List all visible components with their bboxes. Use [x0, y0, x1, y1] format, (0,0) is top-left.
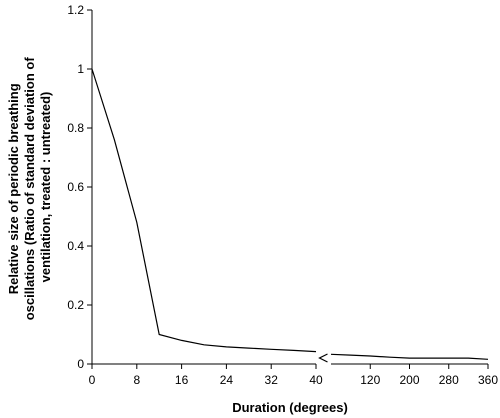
x-tick-label: 32	[265, 373, 279, 387]
x-tick-label: 280	[439, 373, 459, 387]
y-axis: 0 0.2 0.4 0.6 0.8 1 1.2	[67, 3, 93, 371]
series-line-group	[91, 68, 489, 360]
y-tick-label: 1	[77, 62, 84, 76]
x-tick-label: 0	[89, 373, 96, 387]
y-axis-title-line-1: Relative size of periodic breathing	[6, 83, 21, 294]
y-tick-label: 0.8	[67, 121, 84, 135]
y-tick-label: 0	[77, 357, 84, 371]
y-axis-title-line-3: ventilation, treated : untreated)	[38, 92, 53, 283]
x-tick-label: 40	[309, 373, 323, 387]
x-axis-title: Duration (degrees)	[232, 400, 348, 415]
y-tick-label: 0.4	[67, 239, 84, 253]
y-axis-title: Relative size of periodic breathing osci…	[6, 54, 53, 321]
series-line-segment-2	[330, 353, 489, 360]
y-tick-label: 0.2	[67, 298, 84, 312]
x-tick-label: 8	[133, 373, 140, 387]
x-tick-label: 360	[478, 373, 498, 387]
y-tick-label: 0.6	[67, 180, 84, 194]
x-tick-label: 16	[175, 373, 189, 387]
y-tick-label: 1.2	[67, 3, 84, 17]
y-axis-title-line-2: oscillations (Ratio of standard deviatio…	[22, 57, 37, 321]
x-tick-label: 24	[220, 373, 234, 387]
x-axis: 0 8 16 24 32 40 120 200 280 360	[89, 353, 498, 387]
x-tick-label: 120	[360, 373, 380, 387]
series-line-segment-1	[91, 68, 317, 353]
axis-break-marker	[318, 353, 328, 363]
x-tick-label: 200	[399, 373, 419, 387]
